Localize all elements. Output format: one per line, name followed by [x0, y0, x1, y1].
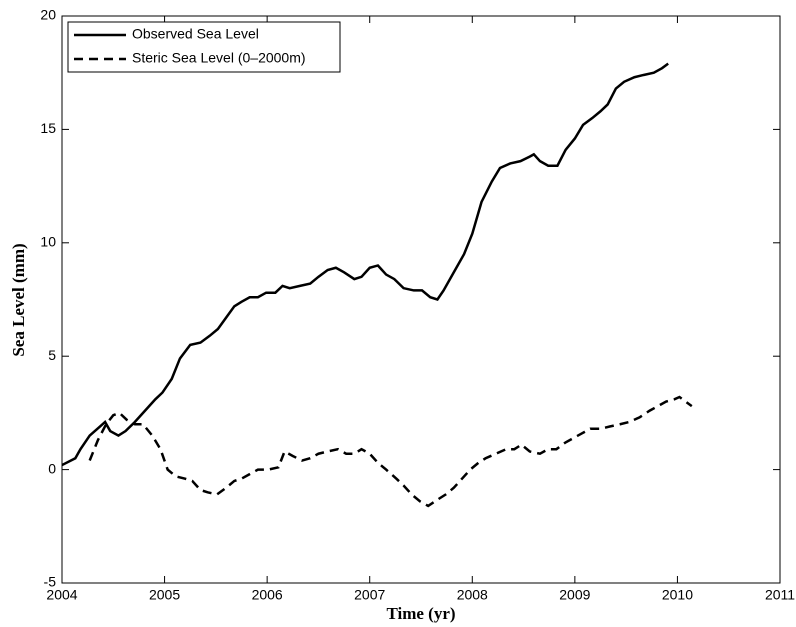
- x-tick-label: 2009: [559, 587, 590, 603]
- data-line: [61, 62, 669, 467]
- y-tick-label: -5: [44, 574, 57, 590]
- x-tick-label: 2008: [457, 587, 488, 603]
- legend-label: Steric Sea Level (0–2000m): [132, 50, 306, 66]
- y-tick-label: 10: [40, 234, 56, 250]
- x-axis-title: Time (yr): [386, 604, 455, 623]
- legend-box: [67, 21, 341, 73]
- y-axis-title: Sea Level (mm): [9, 243, 28, 356]
- x-tick-label: 2011: [765, 587, 795, 603]
- y-tick-label: 20: [40, 7, 56, 23]
- x-tick-label: 2010: [662, 587, 693, 603]
- x-tick-label: 2004: [46, 587, 77, 603]
- x-tick-label: 2005: [149, 587, 180, 603]
- data-line: [88, 395, 693, 508]
- x-tick-label: 2007: [354, 587, 385, 603]
- x-tick-label: 2006: [252, 587, 283, 603]
- y-tick-label: 5: [48, 347, 56, 363]
- y-tick-label: 0: [48, 460, 56, 476]
- y-tick-label: 15: [40, 120, 56, 136]
- legend-label: Observed Sea Level: [132, 26, 259, 42]
- plot-frame: [61, 15, 781, 584]
